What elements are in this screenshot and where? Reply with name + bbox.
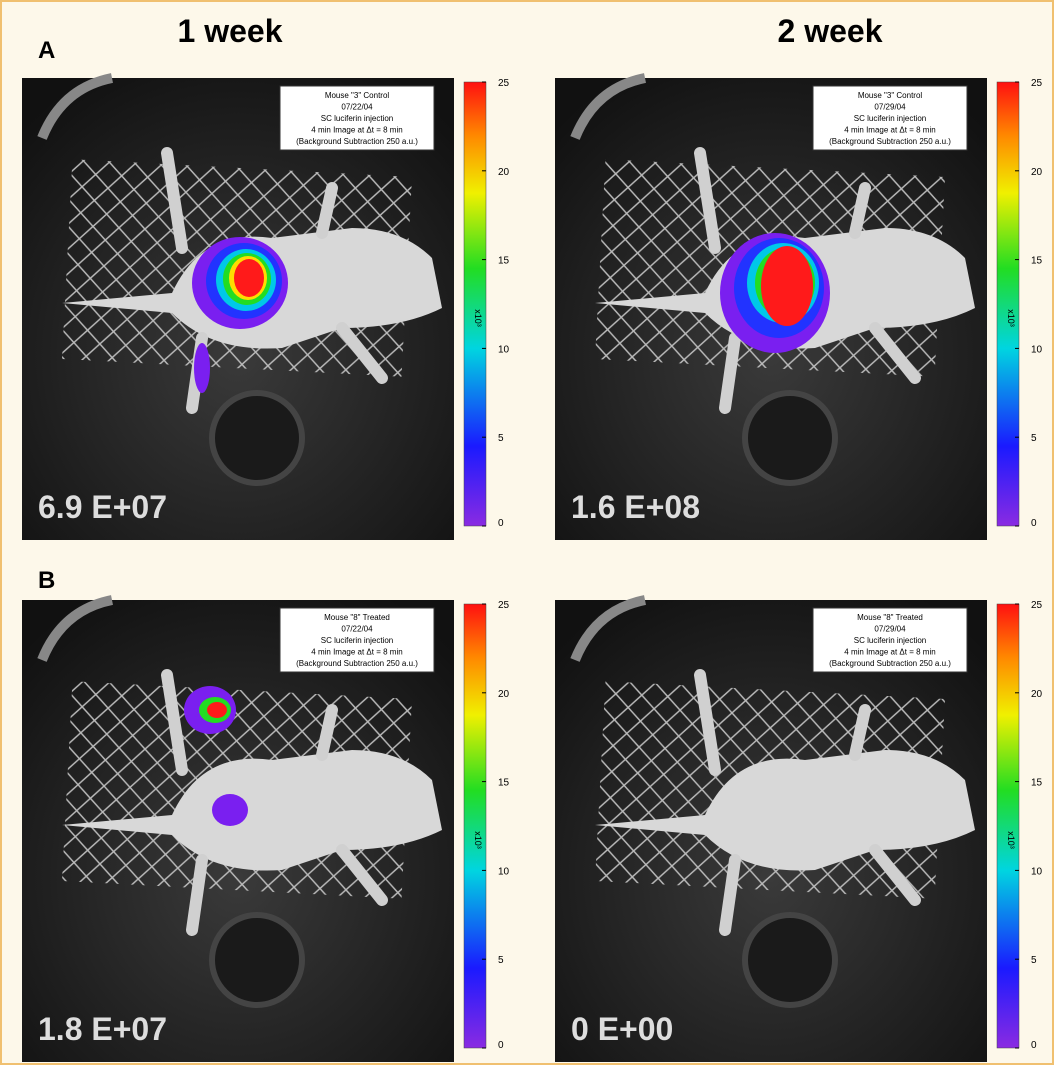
info-line: 4 min Image at Δt = 8 min bbox=[311, 648, 402, 657]
colorbar-unit: x10³ bbox=[1006, 831, 1016, 849]
colorbar-label: 20 bbox=[1031, 167, 1043, 178]
colorbar-label: 5 bbox=[1031, 433, 1037, 444]
signal bbox=[207, 702, 227, 718]
colorbar-label: 20 bbox=[498, 689, 510, 700]
colorbar-label: 15 bbox=[498, 778, 510, 789]
colorbar-unit: x10³ bbox=[473, 831, 483, 849]
colorbar bbox=[464, 82, 486, 526]
info-line: 4 min Image at Δt = 8 min bbox=[844, 126, 935, 135]
info-line: 07/22/04 bbox=[341, 103, 373, 112]
colorbar bbox=[997, 82, 1019, 526]
column-header: 2 week bbox=[778, 13, 883, 49]
colorbar-label: 15 bbox=[498, 256, 510, 267]
colorbar-label: 0 bbox=[1031, 1040, 1037, 1051]
colorbar bbox=[997, 604, 1019, 1048]
total-flux: 1.8 E+07 bbox=[38, 1011, 167, 1047]
colorbar-label: 5 bbox=[1031, 955, 1037, 966]
info-line: SC luciferin injection bbox=[321, 636, 393, 645]
info-line: (Background Subtraction 250 a.u.) bbox=[829, 137, 951, 146]
info-line: 07/29/04 bbox=[874, 103, 906, 112]
figure: 1 week 2 week A Mouse "3" Control 07/22/04… bbox=[0, 0, 1054, 1065]
colorbar-label: 5 bbox=[498, 955, 504, 966]
info-line: Mouse "8" Treated bbox=[857, 613, 923, 622]
info-line: SC luciferin injection bbox=[854, 636, 926, 645]
colorbar-label: 10 bbox=[1031, 344, 1043, 355]
info-line: (Background Subtraction 250 a.u.) bbox=[829, 659, 951, 668]
colorbar-label: 25 bbox=[1031, 78, 1043, 89]
colorbar-label: 20 bbox=[1031, 689, 1043, 700]
signal bbox=[194, 343, 210, 393]
column-header: 1 week bbox=[178, 13, 283, 49]
info-line: (Background Subtraction 250 a.u.) bbox=[296, 659, 418, 668]
colorbar-label: 0 bbox=[498, 1040, 504, 1051]
info-line: SC luciferin injection bbox=[321, 114, 393, 123]
signal bbox=[234, 259, 264, 297]
colorbar-unit: x10³ bbox=[1006, 309, 1016, 327]
info-line: SC luciferin injection bbox=[854, 114, 926, 123]
info-line: 4 min Image at Δt = 8 min bbox=[844, 648, 935, 657]
panel: Mouse "8" Treated 07/29/04 SC luciferin in… bbox=[555, 600, 1043, 1062]
chamber-fixture bbox=[212, 915, 302, 1005]
info-line: (Background Subtraction 250 a.u.) bbox=[296, 137, 418, 146]
chamber-fixture bbox=[745, 393, 835, 483]
colorbar-label: 15 bbox=[1031, 778, 1043, 789]
panel: Mouse "3" Control 07/22/04 SC luciferin in… bbox=[22, 78, 510, 540]
total-flux: 1.6 E+08 bbox=[571, 489, 700, 525]
colorbar-label: 5 bbox=[498, 433, 504, 444]
signal bbox=[212, 794, 248, 826]
panel-label: B bbox=[38, 567, 55, 594]
panel: Mouse "8" Treated 07/22/04 SC luciferin in… bbox=[22, 600, 510, 1062]
colorbar-unit: x10³ bbox=[473, 309, 483, 327]
chamber-fixture bbox=[745, 915, 835, 1005]
total-flux: 0 E+00 bbox=[571, 1011, 673, 1047]
colorbar-label: 10 bbox=[498, 344, 510, 355]
info-line: Mouse "8" Treated bbox=[324, 613, 390, 622]
panel-label: A bbox=[38, 37, 55, 64]
colorbar-label: 10 bbox=[498, 866, 510, 877]
total-flux: 6.9 E+07 bbox=[38, 489, 167, 525]
info-line: 07/29/04 bbox=[874, 625, 906, 634]
colorbar-label: 0 bbox=[498, 518, 504, 529]
panel: Mouse "3" Control 07/29/04 SC luciferin in… bbox=[555, 78, 1043, 540]
info-line: 4 min Image at Δt = 8 min bbox=[311, 126, 402, 135]
signal bbox=[761, 246, 813, 326]
colorbar bbox=[464, 604, 486, 1048]
colorbar-label: 10 bbox=[1031, 866, 1043, 877]
colorbar-label: 25 bbox=[498, 600, 510, 611]
colorbar-label: 25 bbox=[1031, 600, 1043, 611]
info-line: 07/22/04 bbox=[341, 625, 373, 634]
colorbar-label: 15 bbox=[1031, 256, 1043, 267]
info-line: Mouse "3" Control bbox=[858, 91, 923, 100]
info-line: Mouse "3" Control bbox=[325, 91, 390, 100]
chamber-fixture bbox=[212, 393, 302, 483]
colorbar-label: 20 bbox=[498, 167, 510, 178]
colorbar-label: 0 bbox=[1031, 518, 1037, 529]
colorbar-label: 25 bbox=[498, 78, 510, 89]
